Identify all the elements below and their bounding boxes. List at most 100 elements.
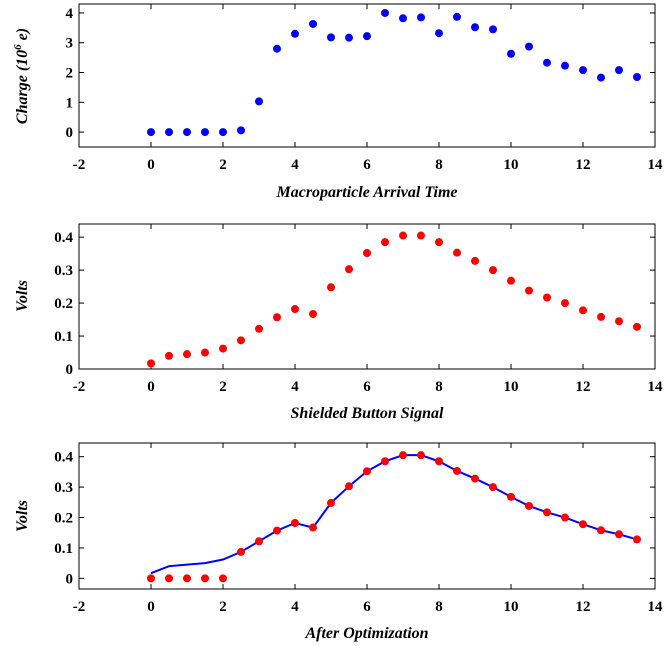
data-point <box>147 359 155 368</box>
x-tick-label: 0 <box>147 157 155 173</box>
data-point <box>147 128 155 137</box>
x-tick-label: 4 <box>291 157 299 173</box>
x-tick-label: 14 <box>648 157 664 173</box>
data-point <box>291 518 299 527</box>
data-point <box>471 23 479 32</box>
data-point <box>597 312 605 321</box>
data-point <box>525 286 533 295</box>
data-point <box>309 19 317 28</box>
data-point <box>615 317 623 326</box>
data-point <box>381 8 389 17</box>
data-point <box>399 451 407 460</box>
x-tick-label: 4 <box>291 379 299 395</box>
signal-panel: -2 0 2 4 6 8 10 12 14 00.10.20.30.4 Shielded But… <box>14 223 664 422</box>
data-point <box>255 97 263 106</box>
x-tick-labels: -2 0 2 4 6 8 10 12 14 <box>73 599 663 615</box>
data-point <box>597 73 605 82</box>
data-point <box>381 457 389 466</box>
y-tick-label: 0.4 <box>54 450 73 466</box>
y-tick-labels: 0 0.1 0.2 0.3 0.4 <box>54 450 73 588</box>
x-tick-label: 10 <box>504 599 519 615</box>
y-axis-label: Volts <box>14 280 31 312</box>
data-point <box>435 457 443 466</box>
data-point <box>507 49 515 58</box>
data-point <box>273 44 281 53</box>
y-tick-label: 0.1 <box>54 541 73 557</box>
data-point <box>543 58 551 67</box>
data-point <box>615 530 623 539</box>
data-point <box>453 466 461 475</box>
x-tick-label: 14 <box>648 379 664 395</box>
data-point <box>579 306 587 315</box>
data-point <box>489 483 497 492</box>
data-point <box>255 537 263 546</box>
data-point <box>633 72 641 81</box>
data-point <box>507 492 515 501</box>
data-point <box>507 276 515 285</box>
data-point <box>489 25 497 34</box>
series-line <box>150 454 638 575</box>
y-tick-label: 0 <box>66 571 74 587</box>
data-point <box>291 305 299 314</box>
data-point <box>255 324 263 333</box>
data-point <box>363 467 371 476</box>
data-point <box>345 265 353 274</box>
data-point <box>273 313 281 322</box>
data-point <box>327 283 335 292</box>
data-point <box>183 128 191 137</box>
data-point <box>525 42 533 51</box>
data-point <box>471 256 479 265</box>
data-point <box>399 231 407 240</box>
data-point <box>489 266 497 275</box>
x-tick-label: 8 <box>435 379 443 395</box>
data-point <box>633 322 641 331</box>
data-point <box>183 574 191 583</box>
tick-marks <box>78 4 656 147</box>
data-point <box>273 526 281 535</box>
data-point <box>399 14 407 23</box>
data-point <box>201 128 209 137</box>
x-tick-label: 2 <box>219 599 227 615</box>
y-tick-label: 1 <box>66 95 74 111</box>
x-tick-label: 10 <box>504 157 519 173</box>
x-tick-labels: -2 0 2 4 6 8 10 12 14 <box>73 157 663 173</box>
y-tick-label: 0.2 <box>54 296 73 312</box>
data-point <box>579 66 587 75</box>
x-tick-label: 12 <box>576 599 591 615</box>
data-point <box>147 574 155 583</box>
data-point <box>615 66 623 75</box>
data-point <box>417 231 425 240</box>
x-tick-label: -2 <box>73 599 86 615</box>
x-tick-label: 8 <box>435 599 443 615</box>
data-point <box>165 574 173 583</box>
x-tick-label: 10 <box>504 379 519 395</box>
x-tick-label: 0 <box>147 599 155 615</box>
y-tick-labels: 0 1 2 3 4 <box>66 6 74 141</box>
y-tick-label: 3 <box>66 36 74 52</box>
data-point <box>237 126 245 135</box>
x-tick-label: 6 <box>363 157 371 173</box>
data-point <box>237 336 245 345</box>
x-tick-label: 12 <box>576 157 591 173</box>
data-point <box>201 574 209 583</box>
data-point <box>561 513 569 522</box>
data-point <box>201 348 209 357</box>
data-point <box>345 482 353 491</box>
plot-frame <box>78 223 656 370</box>
y-tick-label: 0.2 <box>54 511 73 527</box>
tick-marks <box>78 443 656 589</box>
x-axis-label: After Optimization <box>304 625 428 642</box>
data-point <box>435 238 443 247</box>
data-marks <box>147 8 641 137</box>
x-tick-label: 12 <box>576 379 591 395</box>
tick-marks <box>78 224 656 370</box>
data-point <box>327 33 335 42</box>
x-tick-label: 2 <box>219 379 227 395</box>
data-point <box>363 249 371 257</box>
x-tick-label: 6 <box>363 599 371 615</box>
data-point <box>561 61 569 70</box>
data-point <box>435 29 443 38</box>
data-point <box>381 238 389 247</box>
